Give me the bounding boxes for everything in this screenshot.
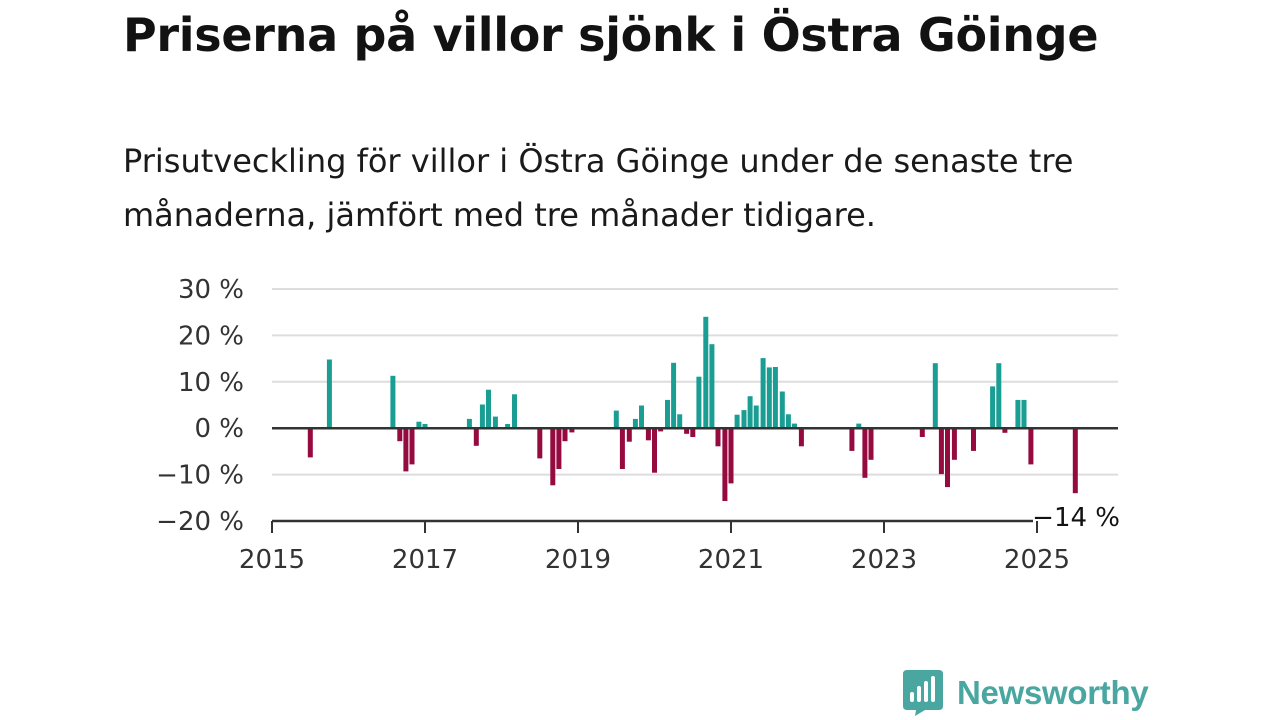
bar [409, 428, 415, 465]
bar [703, 316, 709, 429]
bar [728, 428, 734, 484]
chart-subtitle: Prisutveckling för villor i Östra Göinge… [123, 142, 1074, 234]
bar [613, 410, 619, 429]
bar [307, 428, 313, 458]
bar [416, 421, 422, 429]
grid-lines [272, 288, 1118, 476]
bar [403, 428, 409, 472]
bar [741, 410, 747, 429]
bar [684, 428, 690, 434]
bar [632, 418, 638, 429]
bar [766, 367, 772, 429]
bar [971, 428, 976, 451]
bar [932, 363, 938, 429]
x-tick-label: 2017 [392, 545, 458, 575]
logo-text: Newsworthy [957, 674, 1149, 711]
bar [734, 414, 740, 429]
bar [722, 428, 728, 501]
bar [652, 428, 657, 473]
bar [658, 428, 664, 432]
bar [626, 428, 632, 442]
bar [562, 428, 568, 442]
bar [556, 428, 562, 469]
bar [537, 428, 543, 459]
bar [798, 428, 804, 447]
bar [397, 428, 403, 442]
y-tick-label: 30 % [178, 275, 244, 305]
annotations: −14 % [1032, 503, 1120, 533]
bar [919, 428, 925, 437]
bar [473, 428, 479, 446]
bar-chart-speech-bubble-icon [903, 670, 943, 716]
bar [938, 428, 944, 475]
bar [715, 428, 721, 447]
x-tick-label: 2015 [239, 545, 305, 575]
bar [753, 405, 759, 429]
last-value-label: −14 % [1032, 503, 1120, 533]
bar [492, 416, 498, 429]
bar [862, 428, 868, 478]
bar [466, 418, 472, 429]
bar [868, 428, 874, 460]
bar [696, 376, 702, 429]
bar [671, 362, 677, 429]
bar [849, 428, 855, 451]
bar [690, 428, 696, 437]
bar [645, 428, 651, 441]
bar [550, 428, 556, 486]
x-tick-label: 2019 [545, 545, 611, 575]
bar [785, 414, 791, 429]
bar [479, 404, 485, 429]
bar [996, 363, 1002, 429]
newsworthy-logo: Newsworthy [903, 670, 1149, 716]
y-tick-label: −20 % [156, 507, 244, 537]
bar [486, 389, 491, 429]
bar [569, 428, 575, 433]
bar [1028, 428, 1034, 465]
x-tick-label: 2023 [851, 545, 917, 575]
bar [505, 424, 511, 429]
bar [1015, 399, 1021, 429]
tick-labels: 30 % 20 % 10 % 0 % −10 % −20 % 2015 2017 2019 202… [156, 275, 1070, 575]
bar [422, 424, 428, 429]
bar [512, 394, 517, 429]
bar [747, 396, 753, 429]
y-tick-label: −10 % [156, 461, 244, 491]
bar [856, 423, 862, 429]
y-tick-label: 20 % [178, 321, 244, 351]
bar [709, 344, 715, 429]
axes [271, 426, 1118, 533]
bar [760, 358, 766, 429]
bar [619, 428, 625, 469]
bar [677, 414, 683, 429]
bar [326, 359, 332, 429]
bar [390, 375, 396, 429]
bar [792, 423, 797, 429]
x-tick-label: 2025 [1004, 545, 1070, 575]
bar [639, 405, 644, 429]
bar [1072, 428, 1078, 494]
bar [665, 399, 670, 429]
chart-title: Priserna på villor sjönk i Östra Göinge [123, 8, 1099, 62]
bar [1002, 428, 1008, 433]
bars [307, 316, 1078, 501]
y-tick-label: 0 % [194, 414, 244, 444]
bar [1021, 399, 1027, 429]
bar [951, 428, 957, 460]
bar [772, 367, 778, 429]
bar [779, 391, 785, 429]
x-tick-label: 2021 [698, 545, 764, 575]
y-tick-label: 10 % [178, 368, 244, 398]
bar [945, 428, 950, 488]
bar [990, 386, 996, 429]
